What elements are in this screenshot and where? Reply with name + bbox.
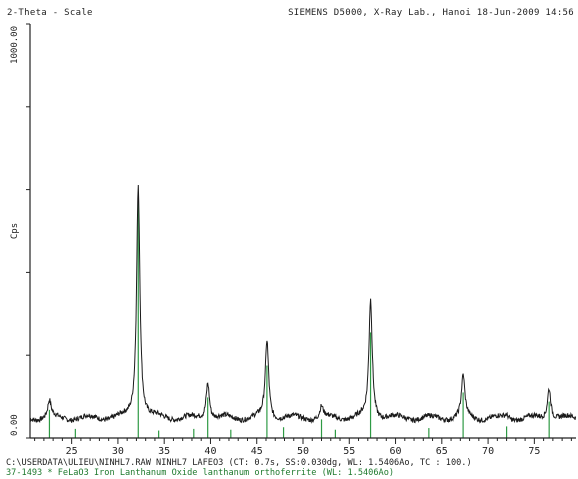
y-tick-label-1: 1000.00 xyxy=(10,26,20,64)
x-tick-label-35: 35 xyxy=(158,446,170,457)
scale-title: 2-Theta - Scale xyxy=(7,8,93,18)
x-tick-label-45: 45 xyxy=(251,446,263,457)
diffraction-trace xyxy=(29,184,576,424)
x-tick-label-50: 50 xyxy=(297,446,309,457)
y-ticks: 0.00 1000.00 Cps xyxy=(10,23,30,439)
x-tick-label-60: 60 xyxy=(390,446,402,457)
y-axis-label: Cps xyxy=(10,223,20,239)
y-tick-label-0: 0.00 xyxy=(10,414,20,436)
x-tick-label-70: 70 xyxy=(482,446,494,457)
x-tick-label-75: 75 xyxy=(528,446,540,457)
reference-card-info: 37-1493 * FeLaO3 Iron Lanthanum Oxide la… xyxy=(6,468,395,478)
x-tick-label-55: 55 xyxy=(343,446,355,457)
x-tick-label-65: 65 xyxy=(436,446,448,457)
x-tick-label-25: 25 xyxy=(66,446,78,457)
x-ticks: 25 30 35 40 45 50 55 60 65 70 75 xyxy=(34,438,572,457)
reference-lines xyxy=(48,194,550,438)
x-tick-label-40: 40 xyxy=(204,446,216,457)
x-tick-label-30: 30 xyxy=(112,446,124,457)
instrument-info: SIEMENS D5000, X-Ray Lab., Hanoi 18-Jun-… xyxy=(288,8,574,18)
data-file-info: C:\USERDATA\ULIEU\NINHL7.RAW NINHL7 LAFE… xyxy=(6,458,472,468)
chart-axes xyxy=(29,24,576,439)
